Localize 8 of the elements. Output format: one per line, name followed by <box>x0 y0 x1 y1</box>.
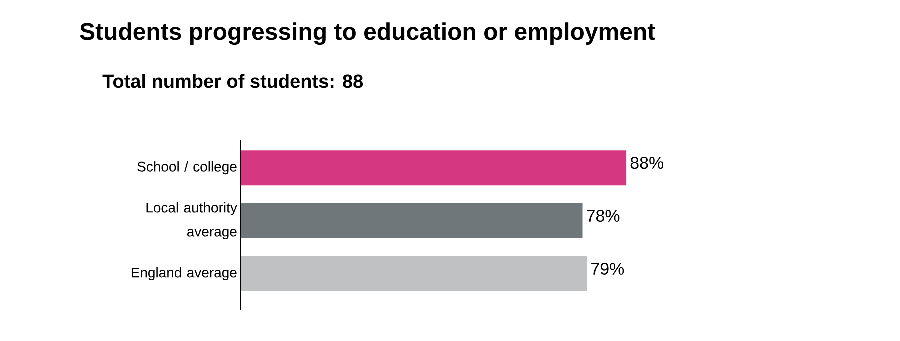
y-tick-label: Local authority average <box>146 202 238 240</box>
data-label: 79% <box>592 262 624 276</box>
data-label: 88% <box>630 157 664 170</box>
y-tick-label: School / college <box>138 162 237 175</box>
data-label: 78% <box>587 210 620 222</box>
y-tick-label: England average <box>132 267 237 281</box>
chart-subtitle: Total number of students: 88 <box>102 74 364 88</box>
chart-title: Students progressing to education or employment <box>80 22 656 46</box>
